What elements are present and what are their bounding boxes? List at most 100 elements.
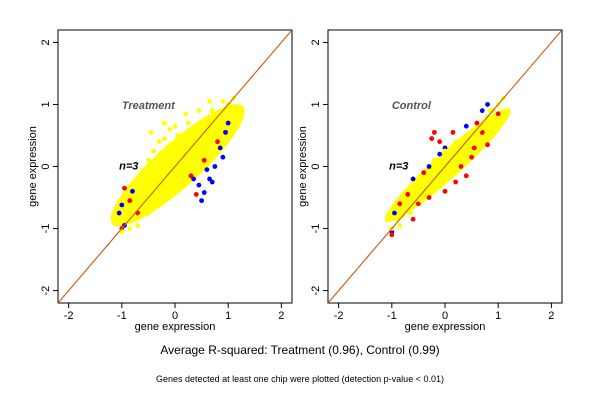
data-point xyxy=(437,139,443,145)
data-point xyxy=(429,185,435,191)
y-axis-label: gene expression xyxy=(27,126,39,207)
data-point xyxy=(479,108,485,114)
data-point xyxy=(204,142,210,148)
r-squared-caption: Average R-squared: Treatment (0.96), Con… xyxy=(160,343,440,357)
x-tick-label: 2 xyxy=(278,310,284,322)
identity-line xyxy=(58,30,292,303)
data-point xyxy=(434,167,440,173)
data-point xyxy=(177,145,183,151)
x-tick-label: 2 xyxy=(548,310,554,322)
x-tick-label: -2 xyxy=(64,310,74,322)
data-point xyxy=(410,216,416,222)
data-point xyxy=(175,133,181,138)
data-point xyxy=(405,192,411,197)
y-tick-label: -2 xyxy=(40,286,52,296)
data-point xyxy=(204,167,210,173)
data-point xyxy=(156,139,162,145)
data-point xyxy=(196,108,202,114)
data-point xyxy=(458,164,464,169)
data-point xyxy=(140,167,146,173)
data-point xyxy=(485,102,490,107)
data-point xyxy=(220,98,226,104)
data-point xyxy=(161,120,167,126)
data-point xyxy=(164,145,170,151)
y-tick-label: 2 xyxy=(310,39,322,45)
data-point xyxy=(172,123,178,129)
data-point xyxy=(474,120,480,126)
y-tick-label: 1 xyxy=(40,101,52,107)
data-point xyxy=(193,192,199,197)
data-point xyxy=(495,111,501,117)
y-tick-label: -1 xyxy=(40,224,52,234)
x-axis-label: gene expression xyxy=(405,321,486,333)
data-point xyxy=(418,198,424,204)
data-point xyxy=(116,210,122,216)
data-point xyxy=(124,207,130,213)
data-point xyxy=(220,120,226,126)
data-point xyxy=(156,170,162,176)
data-point xyxy=(188,173,194,179)
data-point xyxy=(138,213,143,219)
data-point xyxy=(127,226,133,231)
data-point xyxy=(183,111,189,117)
data-point xyxy=(146,182,151,188)
control-panel: -2 -1 0 1 2 -2 -1 0 1 2 gene expression gene expres… xyxy=(297,29,563,333)
data-point xyxy=(458,157,464,163)
data-point xyxy=(167,126,173,132)
data-point xyxy=(408,210,413,216)
data-point xyxy=(429,136,435,141)
data-point xyxy=(482,123,488,129)
data-point xyxy=(463,123,469,129)
data-point xyxy=(207,98,212,104)
data-point xyxy=(413,188,419,194)
data-point xyxy=(188,133,194,138)
data-point xyxy=(135,223,141,228)
data-point xyxy=(445,154,451,160)
data-point xyxy=(153,157,159,163)
sample-size-label: n=3 xyxy=(389,161,408,173)
data-point xyxy=(437,151,443,157)
plot-area xyxy=(328,30,562,303)
data-point xyxy=(135,195,141,200)
data-point xyxy=(217,145,223,151)
detection-note: Genes detected at least one chip were pl… xyxy=(156,374,444,384)
y-tick-label: 0 xyxy=(310,163,322,169)
data-point xyxy=(453,139,459,145)
data-point xyxy=(442,188,448,194)
data-point xyxy=(167,157,173,163)
data-point xyxy=(463,173,469,179)
data-point xyxy=(130,188,135,194)
data-point xyxy=(439,173,445,179)
data-point xyxy=(410,176,416,182)
panel-title: Control xyxy=(392,100,432,112)
data-point xyxy=(225,120,231,126)
data-point xyxy=(392,210,397,216)
y-tick-label: -2 xyxy=(310,286,322,296)
x-tick-label: -1 xyxy=(117,310,127,322)
data-point xyxy=(177,173,183,179)
y-tick-label: -1 xyxy=(310,224,322,234)
data-point xyxy=(469,154,474,160)
data-point xyxy=(389,232,395,238)
data-point xyxy=(201,157,207,163)
y-tick-label: 1 xyxy=(310,101,322,107)
data-point xyxy=(185,120,191,126)
x-tick-label: -1 xyxy=(387,310,397,322)
data-point xyxy=(442,148,448,154)
data-point xyxy=(199,198,204,204)
x-tick-label: 1 xyxy=(495,310,501,322)
y-tick-label: 2 xyxy=(40,39,52,45)
data-point xyxy=(156,198,162,204)
y-axis-label: gene expression xyxy=(297,126,309,207)
data-point xyxy=(146,210,151,216)
data-point xyxy=(453,179,459,185)
data-point xyxy=(397,223,403,228)
data-point xyxy=(119,202,125,208)
data-point xyxy=(161,136,167,141)
data-point xyxy=(447,170,453,176)
treatment-panel: -2 -1 0 1 2 -2 -1 0 1 2 gene expression gene expres… xyxy=(27,29,293,333)
x-axis-label: gene expression xyxy=(135,321,216,333)
data-point xyxy=(485,142,490,148)
x-tick-label: -2 xyxy=(334,310,344,322)
